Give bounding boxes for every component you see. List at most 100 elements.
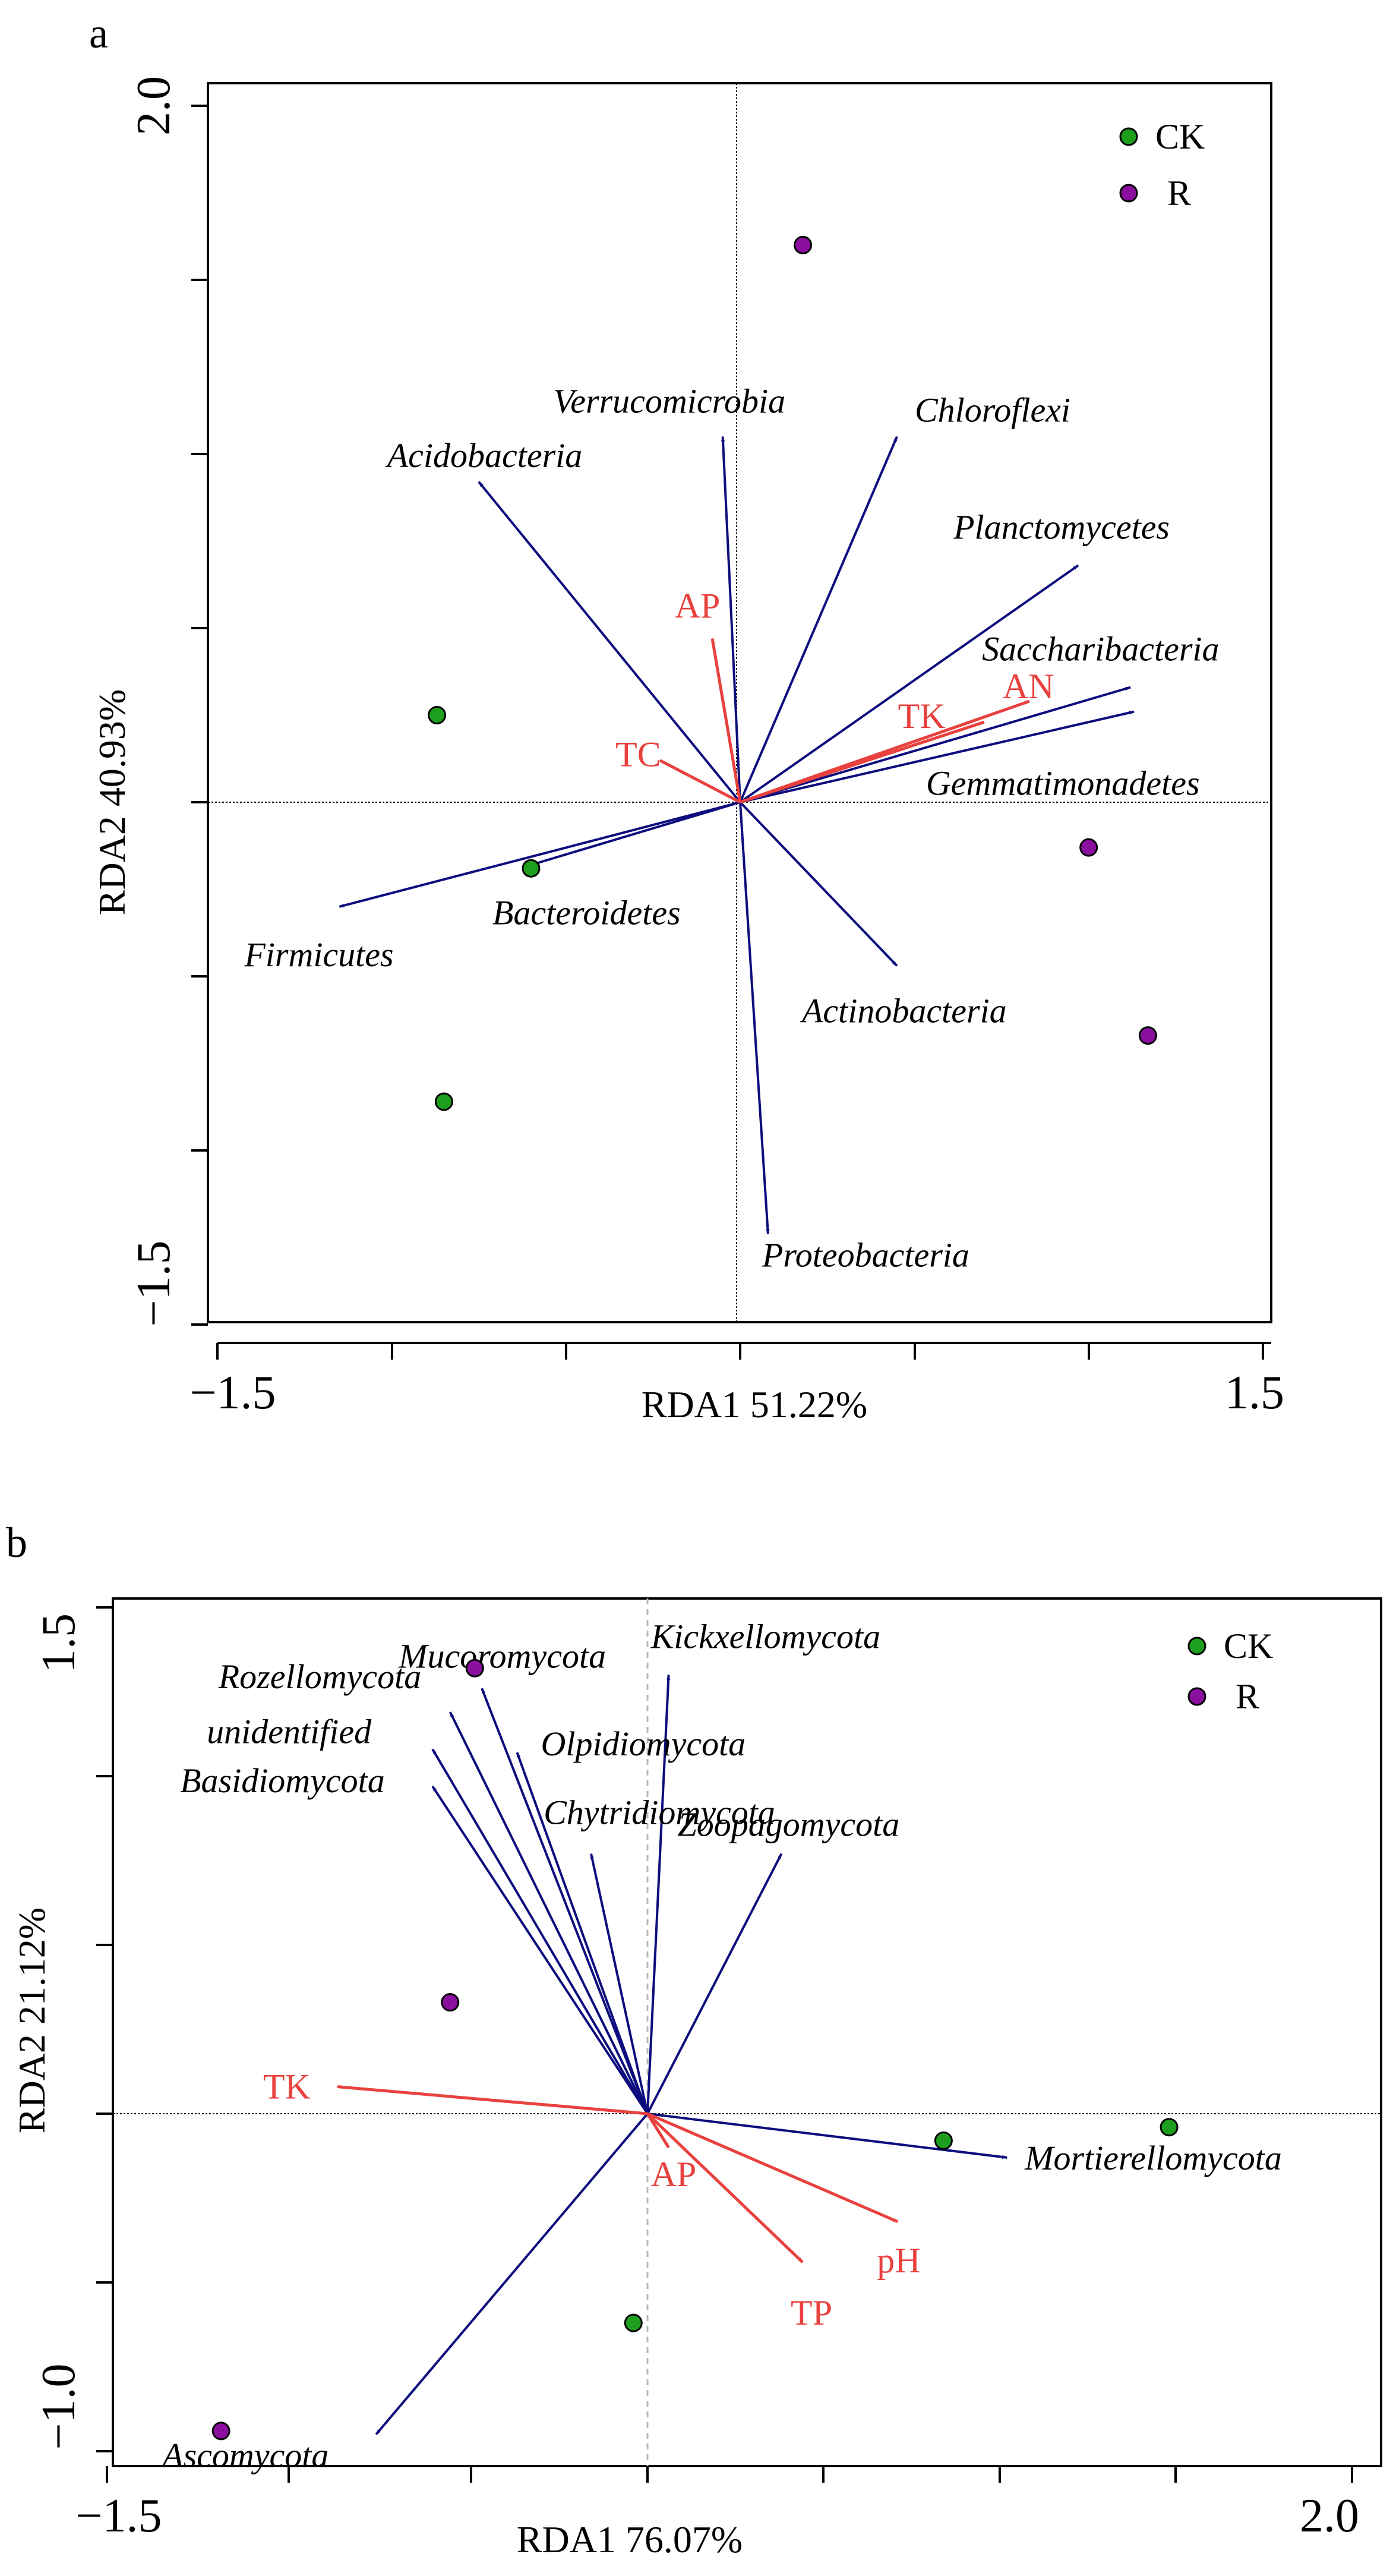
panel-a-y-tick-label-max: 2.0 (128, 76, 180, 135)
panel-a-point-r (1138, 1026, 1157, 1045)
panel-b-point-ck (1160, 2118, 1179, 2137)
panel-a-legend-label-ck: CK (1155, 117, 1205, 156)
panel-a-arrow-proteobacteria (739, 802, 770, 1235)
panel-a-arrow-acidobacteria (478, 481, 741, 803)
panel-b-sample-points (211, 1659, 1179, 2441)
panel-a-legend-marker-ck (1119, 127, 1138, 146)
panel-a-env-label-ap: AP (675, 587, 721, 626)
panel-a-env-arrow-an (740, 699, 1030, 804)
panel-a-sample-points (428, 235, 1157, 1111)
panel-b-arrow-kickxellomycota (646, 1674, 671, 2114)
panel-a-arrow-saccharibacteria (740, 686, 1131, 803)
panel-b-arrow-mucoromycota (481, 1688, 649, 2114)
panel-a-legend: CK R (1119, 117, 1205, 213)
panel-b-point-ck (624, 2313, 643, 2332)
panel-b-arrow-basidiomycota (431, 1785, 649, 2115)
panel-a-x-tick-label-min: −1.5 (189, 1367, 276, 1419)
panel-b-y-ticks (96, 1606, 113, 2452)
panel-a-label-bacteroidetes: Bacteroidetes (492, 893, 681, 932)
panel-a-arrow-chloroflexi (739, 436, 898, 803)
panel-b-arrow-olpidiomycota (516, 1752, 649, 2114)
panel-b-x-axis-title: RDA1 76.07% (517, 2518, 743, 2561)
panel-b-species-arrows: Kickxellomycota MucoromycotaRozellomycota… (160, 1618, 1282, 2475)
panel-b-label-chytridiomycota: Chytridiomycota (544, 1793, 775, 1832)
panel-a-label-acidobacteria: Acidobacteria (385, 436, 583, 475)
panel-b-point-r (441, 1993, 460, 2012)
panel-a-arrow-verrucomicrobia (721, 436, 741, 803)
panel-a-label-chloroflexi: Chloroflexi (915, 391, 1070, 430)
panel-a-env-label-tk: TK (898, 696, 946, 736)
panel-b-legend-label-ck: CK (1224, 1626, 1273, 1666)
panel-a-label-saccharibacteria: Saccharibacteria (982, 630, 1219, 669)
panel-a-plot-frame (207, 82, 1272, 1323)
panel-a-x-ticks (216, 1343, 1264, 1360)
panel-b-env-label-tp: TP (791, 2293, 832, 2332)
panel-a-point-ck (434, 1092, 453, 1111)
panel-a-env-arrow-ap (710, 638, 742, 803)
panel-b-label-mortierellomycota: Mortierellomycota (1024, 2139, 1282, 2177)
panel-b-arrow-rozellomycota (448, 1711, 649, 2114)
panel-a-legend-marker-r (1119, 184, 1138, 203)
panel-b-environment-arrows: TK AP pH TP (263, 2067, 921, 2332)
panel-b-label-kickxellomycota: Kickxellomycota (650, 1618, 881, 1656)
panel-a-label-gemmatimonadetes: Gemmatimonadetes (926, 764, 1200, 803)
panel-b-label-unidentified: unidentified (207, 1713, 372, 1751)
panel-b-env-arrow-ph (647, 2112, 899, 2224)
panel-a-letter: a (89, 10, 108, 57)
panel-b-label-mucoromycota: Mucoromycota (398, 1637, 606, 1675)
panel-b-x-ticks (106, 2466, 1353, 2483)
panel-b-env-arrow-tk (336, 2085, 648, 2115)
panel-a-env-label-an: AN (1003, 667, 1054, 706)
panel-a-arrow-bacteroidetes (530, 801, 741, 866)
panel-a-species-arrows: Verrucomicrobia Chloroflexi Acidobacteria P… (244, 382, 1219, 1275)
panel-b-legend: CK R (1187, 1626, 1273, 1716)
panel-b-legend-marker-r (1187, 1687, 1206, 1706)
panel-a-arrow-actinobacteria (739, 801, 898, 967)
panel-b-arrow-ascomycota (375, 2112, 649, 2435)
panel-b-x-tick-label-min: −1.5 (75, 2490, 162, 2542)
panel-b-label-olpidiomycota: Olpidiomycota (541, 1724, 746, 1763)
panel-b-arrow-mortierellomycota (647, 2112, 1008, 2159)
panel-b-point-ck (934, 2131, 953, 2150)
panel-a-label-planctomycetes: Planctomycetes (953, 508, 1170, 547)
panel-a-point-ck (428, 706, 447, 724)
panel-b-label-rozellomycota: Rozellomycota (218, 1657, 421, 1696)
panel-b-env-label-ap: AP (651, 2155, 697, 2194)
panel-b-env-arrow-tp (646, 2112, 804, 2263)
panel-b-label-ascomycota: Ascomycota (160, 2436, 328, 2475)
panel-a-label-firmicutes: Firmicutes (244, 935, 393, 974)
panel-a-y-tick-label-min: −1.5 (128, 1240, 180, 1326)
panel-a-biplot: a −1.5 1.5 2.0 −1.5 RDA1 51. (89, 10, 1284, 1426)
panel-b-x-tick-label-max: 2.0 (1300, 2490, 1359, 2542)
panel-a-y-ticks (191, 105, 208, 1326)
panel-b-y-tick-label-max: 1.5 (33, 1613, 85, 1673)
panel-a-label-actinobacteria: Actinobacteria (800, 991, 1007, 1030)
panel-b-y-tick-label-min: −1.0 (33, 2363, 85, 2449)
panel-a-label-verrucomicrobia: Verrucomicrobia (553, 382, 785, 421)
panel-b-letter: b (6, 1519, 27, 1566)
panel-b-label-basidiomycota: Basidiomycota (180, 1761, 385, 1800)
panel-b-arrow-zoopagomycota (646, 1853, 783, 2114)
panel-a-x-tick-label-max: 1.5 (1225, 1367, 1284, 1419)
panel-b-biplot: b −1.5 2.0 1.5 −1.0 RDA1 76.07% (6, 1519, 1382, 2561)
panel-a-point-r (794, 235, 813, 254)
panel-b-legend-label-r: R (1236, 1677, 1259, 1716)
panel-b-legend-marker-ck (1187, 1637, 1206, 1656)
panel-b-point-r (211, 2421, 230, 2441)
panel-b-arrow-unidentified (431, 1748, 649, 2115)
panel-b-point-r (465, 1659, 484, 1678)
panel-a-arrow-gemmatimonadetes (740, 710, 1135, 803)
panel-b-env-arrow-ap (646, 2112, 670, 2149)
panel-a-label-proteobacteria: Proteobacteria (762, 1236, 969, 1275)
panel-a-arrow-firmicutes (339, 801, 741, 908)
panel-a-env-label-tc: TC (615, 735, 661, 774)
panel-a-y-axis-title: RDA2 40.93% (91, 689, 133, 915)
panel-a-legend-label-r: R (1167, 174, 1191, 213)
panel-a-point-r (1079, 838, 1098, 857)
panel-a-x-axis-title: RDA1 51.22% (642, 1383, 867, 1426)
panel-b-arrow-chytridiomycota (590, 1853, 649, 2114)
panel-b-label-zoopagomycota: Zoopagomycota (677, 1805, 899, 1844)
panel-b-env-label-tk: TK (263, 2067, 311, 2107)
panel-a-point-ck (522, 859, 541, 878)
